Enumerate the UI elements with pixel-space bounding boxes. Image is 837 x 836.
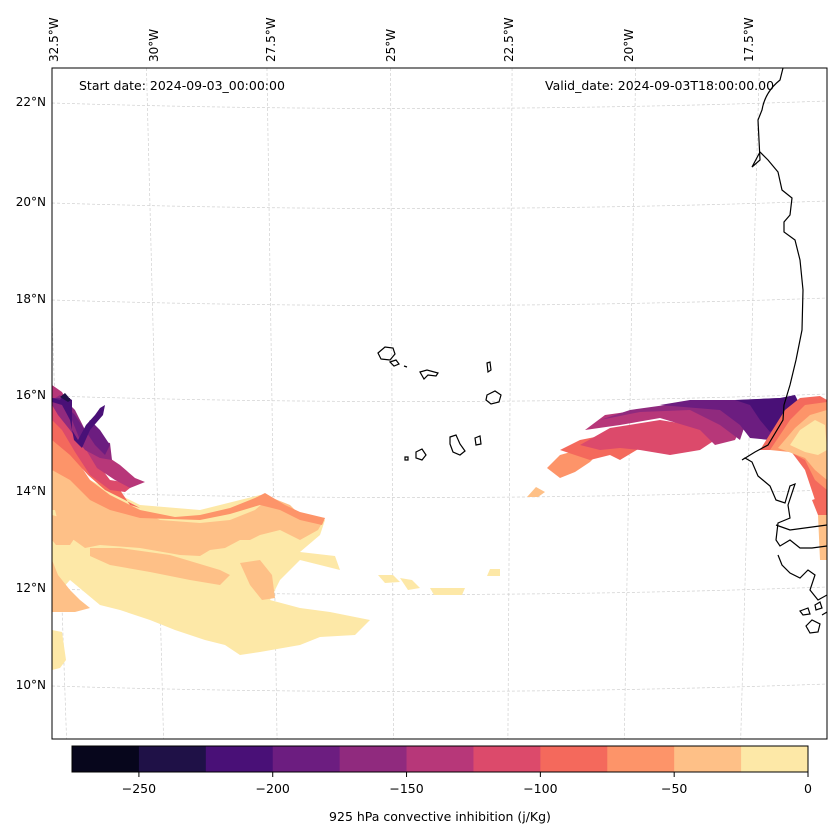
contour-west-level-25 [52,470,325,556]
contour-west-level-200 [52,395,105,448]
meridian-line [146,68,164,739]
coastlines [377,68,827,634]
contour-east-level-100 [580,420,715,455]
longitude-tick-label: 17.5°W [742,17,756,62]
colorbar-bin [607,746,675,772]
colorbar-bin [138,746,207,772]
island-fogo [415,448,427,461]
colorbar-bin [406,746,474,772]
parallel-line [52,100,827,109]
island-sal [486,361,492,374]
patch-weak-2 [400,578,420,590]
parallel-line [52,683,827,692]
meridian-line [266,68,278,739]
parallel-line [52,393,827,402]
colorbar-tick-label: −200 [255,781,290,796]
colorbar [71,745,809,777]
contour-east-level-25 [527,487,545,497]
contour-coast-band-50 [812,495,827,515]
start-date-annotation: Start date: 2024-09-03_00:00:00 [79,78,285,93]
parallel-line [52,297,827,306]
patch-weak-3 [430,588,465,595]
island-santiago [449,434,466,456]
valid-date-annotation: Valid_date: 2024-09-03T18:00:00.00 [545,78,775,93]
filled-contours [52,385,827,670]
colorbar-tick-label: −250 [121,781,157,796]
island-maio [474,435,482,446]
contour-west-level-225 [60,393,71,402]
latitude-tick-label: 14°N [15,484,46,498]
graticule [52,68,827,739]
contour-west-level-25e [240,560,275,600]
island-sao-vicente [388,359,400,367]
island-sao-nicolau [419,369,439,380]
island-brava [404,456,409,461]
latitude-tick-label: 16°N [15,388,46,402]
meridian-line [390,68,394,739]
island-santo-antao [377,346,396,361]
contour-west-level-25c [52,515,80,545]
longitude-tick-label: 22.5°W [502,17,516,62]
colorbar-frame [71,745,809,773]
contour-west-level-0b [52,630,66,670]
longitude-tick-label: 20°W [622,28,636,62]
longitude-tick-label: 30°W [147,28,161,62]
parallel-line [52,200,827,209]
latitude-tick-label: 20°N [15,195,46,209]
colorbar-tick-label: −150 [389,781,424,796]
colorbar-bin [741,746,809,772]
meridian-line [507,68,513,739]
colorbar-label: 925 hPa convective inhibition (j/Kg) [329,809,551,824]
island-santa-luzia [403,365,408,368]
colorbar-bin [205,746,274,772]
colorbar-tick-label: −100 [523,781,558,796]
longitude-tick-label: 27.5°W [264,17,278,62]
longitude-tick-label: 25°W [384,28,398,62]
colorbar-bin [339,746,408,772]
contour-west-level-25b [52,560,90,612]
contour-west-level-125 [52,385,145,488]
patch-weak-4 [487,569,500,576]
colorbar-bin [72,746,140,772]
contour-east-level-150 [600,400,750,440]
colorbar-tick-label: −50 [660,781,688,796]
colorbar-bin [674,746,742,772]
latitude-tick-label: 18°N [15,292,46,306]
islands-bijagos [799,601,827,634]
longitude-tick-label: 32.5°W [47,17,61,62]
colorbar-tick-label: 0 [804,781,812,796]
latitude-tick-label: 10°N [15,678,46,692]
contour-coast-level-0 [790,420,827,455]
island-boa-vista [485,390,502,405]
parallel-line [52,489,827,498]
coastline-africa [741,68,827,601]
contour-coast-band-25 [818,510,827,560]
map-frame [51,67,828,740]
meridian-line [623,68,637,739]
patch-weak-1 [378,575,400,583]
latitude-tick-label: 22°N [15,95,46,109]
colorbar-bin [272,746,341,772]
colorbar-bin [473,746,541,772]
contour-west-level-175 [52,398,110,455]
latitude-tick-label: 12°N [15,581,46,595]
contour-west-level-50 [52,440,325,525]
colorbar-bin [540,746,608,772]
contour-west-level-25d [90,548,230,585]
